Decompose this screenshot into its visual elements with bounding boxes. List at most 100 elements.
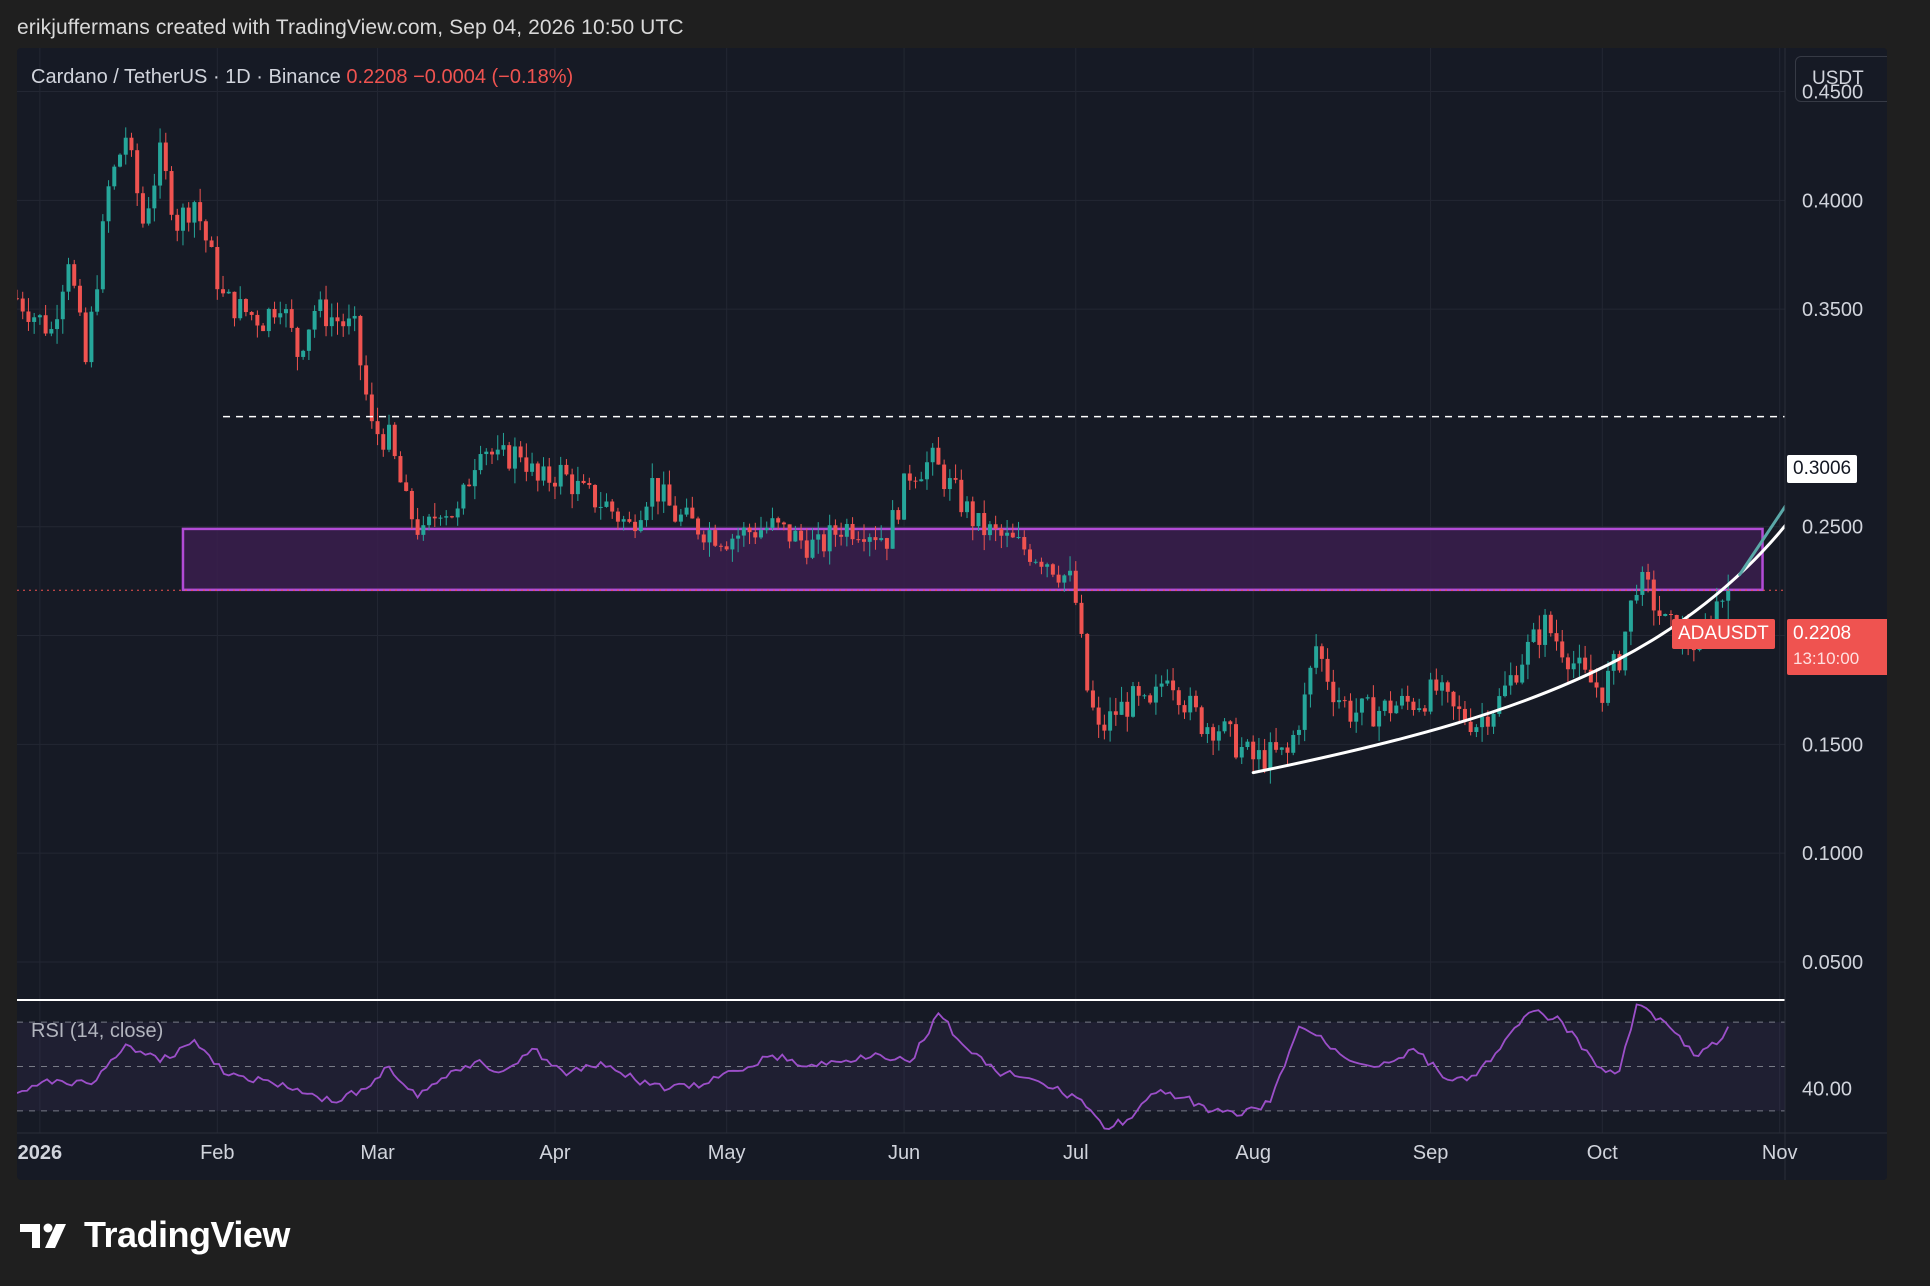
candle-body bbox=[564, 464, 569, 475]
candle-body bbox=[381, 434, 386, 450]
rsi-indicator-label[interactable]: RSI (14, close) bbox=[31, 1020, 164, 1042]
candle-body bbox=[255, 314, 260, 326]
candle-body bbox=[112, 166, 117, 187]
candle bbox=[1525, 634, 1530, 680]
candle bbox=[759, 516, 763, 540]
candle bbox=[1457, 695, 1462, 723]
candle bbox=[438, 515, 443, 526]
candle bbox=[106, 180, 111, 233]
candle-body bbox=[1119, 701, 1124, 715]
candle-body bbox=[1399, 695, 1404, 706]
price-change: −0.0004 (−0.18%) bbox=[413, 66, 574, 88]
candle-body bbox=[1171, 680, 1176, 691]
x-tick-label: Feb bbox=[200, 1142, 234, 1164]
candle-body bbox=[524, 457, 529, 472]
candle-body bbox=[764, 527, 769, 531]
candle bbox=[249, 311, 254, 321]
candle-body bbox=[530, 463, 535, 472]
candle-body bbox=[352, 315, 357, 319]
candle bbox=[169, 166, 174, 221]
candle bbox=[495, 435, 500, 461]
candle bbox=[827, 514, 832, 565]
tradingview-logo[interactable]: TradingView bbox=[20, 1214, 290, 1256]
candle-body bbox=[1216, 731, 1221, 741]
candle bbox=[976, 512, 981, 532]
candle bbox=[129, 132, 134, 157]
candle bbox=[404, 474, 409, 492]
candle-body bbox=[718, 545, 723, 547]
candle-body bbox=[1434, 679, 1439, 691]
candle bbox=[72, 259, 77, 289]
candle-body bbox=[1588, 669, 1593, 683]
y-tick-label: 0.4500 bbox=[1802, 82, 1863, 104]
currency-button[interactable]: USDT bbox=[1795, 56, 1887, 102]
rsi-pane bbox=[17, 999, 1887, 1130]
candle bbox=[1417, 698, 1422, 713]
candle-body bbox=[507, 445, 512, 469]
candle bbox=[1256, 737, 1261, 770]
candle bbox=[289, 299, 294, 332]
candle bbox=[1108, 697, 1113, 742]
candle bbox=[1405, 685, 1410, 710]
candle-body bbox=[1474, 727, 1479, 733]
candle-body bbox=[26, 311, 31, 322]
candle bbox=[112, 164, 117, 190]
candle bbox=[633, 514, 638, 539]
candle bbox=[60, 284, 65, 334]
candle-body bbox=[467, 484, 472, 487]
candle-body bbox=[982, 513, 987, 536]
candle bbox=[272, 301, 277, 324]
candle bbox=[799, 524, 804, 549]
candle bbox=[1033, 559, 1038, 565]
candle-body bbox=[821, 534, 826, 552]
candle-body bbox=[243, 299, 248, 313]
candle-body bbox=[1222, 721, 1227, 732]
candle-body bbox=[289, 309, 294, 328]
candle bbox=[1045, 562, 1050, 578]
candle-body bbox=[1296, 729, 1301, 735]
candle bbox=[1262, 738, 1267, 774]
candle-body bbox=[346, 318, 351, 327]
candle bbox=[661, 471, 666, 513]
candle-body bbox=[1096, 707, 1101, 725]
candle-body bbox=[1268, 742, 1273, 769]
candle-body bbox=[873, 537, 878, 541]
candle bbox=[1068, 556, 1073, 582]
candle bbox=[1531, 622, 1536, 643]
candle bbox=[221, 275, 226, 297]
candle-body bbox=[919, 479, 924, 482]
candle-body bbox=[118, 154, 123, 167]
candle bbox=[947, 469, 952, 501]
symbol-pair[interactable]: Cardano / TetherUS · 1D · Binance bbox=[31, 66, 341, 88]
candle bbox=[1474, 724, 1479, 738]
candle bbox=[1491, 711, 1496, 734]
candle bbox=[1571, 650, 1576, 678]
candle-body bbox=[707, 530, 712, 543]
candle bbox=[541, 457, 546, 486]
candle bbox=[77, 278, 82, 317]
candle-body bbox=[1606, 670, 1611, 703]
candle-body bbox=[844, 523, 849, 537]
candle bbox=[650, 463, 655, 520]
candle-body bbox=[364, 365, 369, 395]
candle-body bbox=[278, 313, 283, 318]
candle bbox=[329, 303, 334, 337]
candle bbox=[283, 303, 288, 328]
rsi-line bbox=[17, 1003, 1730, 1130]
chart-area[interactable]: 0.45000.40000.35000.25000.20000.15000.10… bbox=[17, 48, 1887, 1180]
candle bbox=[266, 307, 271, 338]
price-chart[interactable]: 0.45000.40000.35000.25000.20000.15000.10… bbox=[17, 48, 1887, 1180]
candle bbox=[415, 507, 420, 540]
candle bbox=[398, 451, 403, 483]
candle bbox=[850, 517, 855, 545]
candle-body bbox=[1148, 695, 1153, 703]
candle bbox=[1113, 697, 1118, 726]
candle-body bbox=[965, 501, 970, 513]
candle-body bbox=[541, 466, 546, 481]
candle bbox=[1451, 690, 1456, 720]
candle-body bbox=[186, 207, 191, 223]
candle-body bbox=[1354, 712, 1359, 722]
candle bbox=[718, 543, 723, 552]
candle-body bbox=[1039, 561, 1044, 567]
candle-body bbox=[249, 312, 254, 315]
